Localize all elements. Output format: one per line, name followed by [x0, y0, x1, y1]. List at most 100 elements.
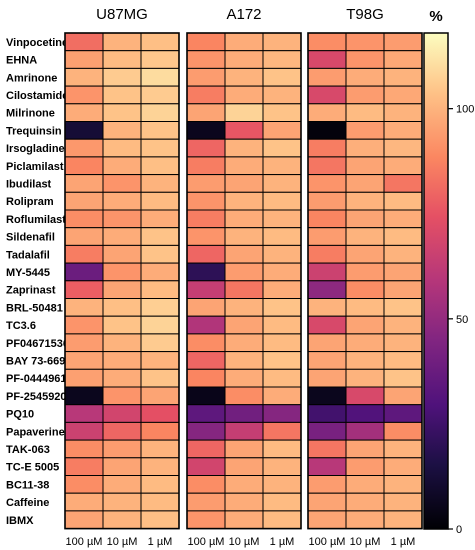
heatmap-cell: [224, 386, 264, 406]
column-label: 100 µM: [309, 536, 346, 548]
heatmap-cell: [102, 191, 142, 211]
heatmap-cell: [307, 404, 347, 423]
heatmap-cell: [102, 510, 142, 530]
row-label: BC11-38: [6, 479, 49, 491]
heatmap-cell: [383, 510, 423, 530]
column-label: 1 µM: [391, 536, 416, 548]
heatmap-cell: [224, 457, 264, 476]
heatmap-cell: [64, 209, 104, 229]
heatmap-cell: [383, 404, 423, 423]
heatmap-cell: [345, 262, 385, 282]
heatmap-cell: [383, 475, 423, 494]
heatmap-cell: [262, 475, 302, 494]
heatmap-cell: [345, 209, 385, 229]
heatmap-cell: [186, 404, 226, 423]
heatmap-cell: [140, 492, 180, 512]
heatmap-cell: [64, 67, 104, 87]
heatmap-cell: [307, 138, 347, 158]
heatmap-cell: [224, 85, 264, 105]
heatmap-cell: [102, 421, 142, 441]
heatmap-cell: [102, 67, 142, 87]
heatmap-cell: [102, 244, 142, 264]
row-label: Vinpocetine: [6, 37, 68, 49]
heatmap-cell: [102, 50, 142, 69]
heatmap-cell: [64, 280, 104, 299]
heatmap-cell: [224, 510, 264, 530]
heatmap-cell: [262, 510, 302, 530]
heatmap-cell: [64, 368, 104, 388]
heatmap-cell: [262, 404, 302, 423]
heatmap-cell: [383, 244, 423, 264]
row-label: Zaprinast: [6, 285, 56, 297]
heatmap-cell: [307, 280, 347, 299]
heatmap-cell: [102, 262, 142, 282]
heatmap-cell: [140, 404, 180, 423]
heatmap-cell: [345, 227, 385, 246]
heatmap-cell: [345, 191, 385, 211]
heatmap-cell: [140, 138, 180, 158]
heatmap-cell: [345, 315, 385, 335]
column-label: 100 µM: [66, 536, 103, 548]
heatmap-cell: [186, 85, 226, 105]
heatmap-cell: [307, 174, 347, 193]
heatmap-cell: [64, 244, 104, 264]
heatmap-cell: [383, 333, 423, 353]
heatmap-cell: [262, 421, 302, 441]
heatmap-cell: [262, 333, 302, 353]
panel-titles: U87MG A172 T98G: [96, 6, 384, 23]
row-label: Sildenafil: [6, 232, 55, 244]
heatmap-cell: [224, 315, 264, 335]
heatmap-cell: [345, 351, 385, 370]
heatmap-cell: [345, 174, 385, 193]
row-label: TAK-063: [6, 444, 50, 456]
heatmap-cell: [383, 174, 423, 193]
heatmap-cell: [186, 421, 226, 441]
heatmap-cell: [383, 457, 423, 476]
heatmap-cell: [224, 475, 264, 494]
row-label: PF04671536: [6, 338, 69, 350]
row-label: Trequinsin: [6, 125, 62, 137]
heatmap-cell: [140, 244, 180, 264]
heatmap-cell: [383, 351, 423, 370]
heatmap-cell: [224, 174, 264, 193]
heatmap-cell: [186, 262, 226, 282]
heatmap-cell: [224, 227, 264, 246]
colorbar-tick-label: 100: [456, 104, 474, 116]
heatmap-cell: [186, 227, 226, 246]
heatmap-cell: [224, 298, 264, 317]
heatmap-cell: [140, 386, 180, 406]
heatmap-cell: [383, 227, 423, 246]
heatmap-cell: [140, 156, 180, 176]
heatmap-cell: [383, 67, 423, 87]
heatmap-cell: [345, 280, 385, 299]
heatmap-cell: [307, 386, 347, 406]
heatmap-cell: [140, 85, 180, 105]
heatmap-cell: [307, 475, 347, 494]
heatmap-cell: [383, 32, 423, 52]
heatmap-cell: [186, 386, 226, 406]
heatmap-cell: [64, 298, 104, 317]
heatmap-cell: [262, 50, 302, 69]
heatmap-cell: [307, 457, 347, 476]
heatmap-cell: [64, 262, 104, 282]
row-label: EHNA: [6, 55, 37, 67]
heatmap-cell: [383, 492, 423, 512]
heatmap-cell: [262, 67, 302, 87]
heatmap-cell: [262, 280, 302, 299]
heatmap-cell: [383, 262, 423, 282]
colorbar-tick-label: 50: [456, 314, 468, 326]
heatmap-cell: [186, 50, 226, 69]
row-labels: Vinpocetine EHNA Amrinone Cilostamide Milrin…: [6, 37, 73, 527]
heatmap-cell: [345, 138, 385, 158]
heatmap-cell: [102, 209, 142, 229]
heatmap-cell: [102, 227, 142, 246]
heatmap-cell: [102, 333, 142, 353]
heatmap-cell: [140, 121, 180, 140]
heatmap-cell: [383, 50, 423, 69]
heatmap-cell: [307, 67, 347, 87]
heatmap-cell: [307, 121, 347, 140]
heatmap-cell: [140, 32, 180, 52]
heatmap-cell: [345, 368, 385, 388]
heatmap-cell: [224, 103, 264, 123]
heatmap-cell: [262, 386, 302, 406]
